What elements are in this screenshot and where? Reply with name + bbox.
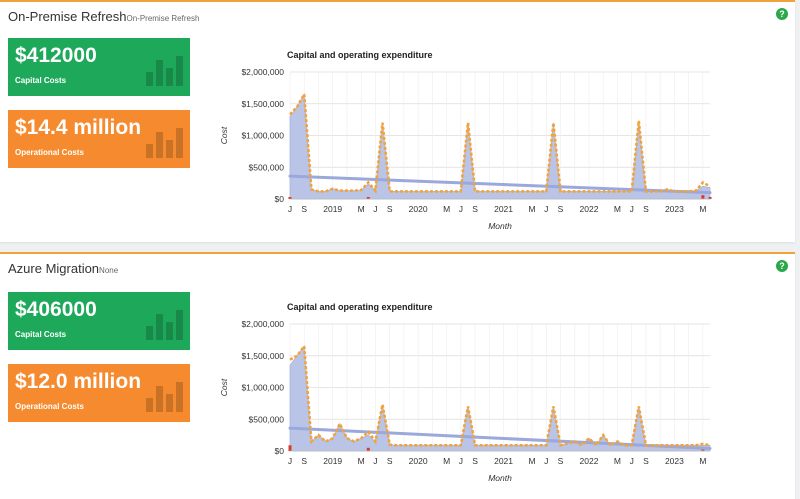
capital-costs-card: $406000 Capital Costs: [8, 292, 190, 350]
x-tick-label: S: [558, 456, 564, 466]
capex-bar: [288, 445, 292, 451]
y-axis-label: Cost: [219, 126, 229, 144]
y-tick-label: $1,000,000: [241, 131, 284, 141]
bar-chart-icon: [146, 310, 183, 340]
panel-azure-migration: Azure MigrationNone ? $406000 Capital Co…: [0, 252, 795, 499]
x-tick-label: M: [614, 456, 621, 466]
opex-area: [289, 345, 711, 452]
operational-costs-label: Operational Costs: [15, 148, 84, 157]
capex-bar: [288, 197, 292, 199]
y-tick-label: $0: [275, 194, 285, 204]
x-tick-label: M: [699, 204, 706, 214]
bar-chart-icon: [146, 56, 183, 86]
y-axis-label: Cost: [219, 378, 229, 396]
bar-chart-icon: [146, 382, 183, 412]
y-tick-label: $1,500,000: [241, 351, 284, 361]
operational-costs-label: Operational Costs: [15, 402, 84, 411]
y-tick-label: $1,000,000: [241, 383, 284, 393]
capex-bar: [366, 447, 370, 451]
capital-costs-card: $412000 Capital Costs: [8, 38, 190, 96]
operational-costs-card: $12.0 million Operational Costs: [8, 364, 190, 422]
x-tick-label: J: [288, 456, 292, 466]
capex-bars: [288, 195, 712, 199]
capex-bar: [708, 197, 712, 199]
y-tick-label: $1,500,000: [241, 99, 284, 109]
x-tick-label: J: [544, 204, 548, 214]
x-tick-label: J: [544, 456, 548, 466]
y-tick-label: $2,000,000: [241, 319, 284, 329]
x-tick-label: M: [614, 204, 621, 214]
help-icon[interactable]: ?: [776, 260, 788, 272]
operational-costs-value: $12.0 million: [15, 370, 142, 393]
total-line: [289, 342, 711, 448]
x-tick-label: 2021: [494, 456, 513, 466]
x-tick-label: M: [528, 204, 535, 214]
total-line: [289, 89, 711, 194]
expenditure-chart: Capital and operating expenditure $0 $500,…: [219, 50, 712, 231]
x-tick-label: 2023: [665, 456, 684, 466]
operational-costs-card: $14.4 million Operational Costs: [8, 110, 190, 168]
x-tick-label: 2022: [580, 204, 599, 214]
trend-line: [288, 426, 712, 450]
x-axis-label: Month: [488, 473, 512, 483]
x-tick-label: J: [373, 204, 377, 214]
x-tick-label: J: [459, 456, 463, 466]
panel-subtitle: None: [99, 266, 119, 275]
bar-chart-icon: [146, 128, 183, 158]
x-axis-label: Month: [488, 221, 512, 231]
capex-bar: [701, 449, 705, 451]
x-tick-label: 2023: [665, 204, 684, 214]
x-tick-label: S: [558, 204, 564, 214]
operational-costs-value: $14.4 million: [15, 116, 142, 139]
panel-title: Azure MigrationNone: [8, 261, 119, 276]
x-tick-label: M: [358, 456, 365, 466]
x-tick-label: J: [630, 456, 634, 466]
x-tick-label: 2020: [409, 456, 428, 466]
x-tick-label: S: [643, 456, 649, 466]
capex-bar: [366, 197, 370, 199]
capital-costs-label: Capital Costs: [15, 76, 67, 85]
x-tick-label: S: [387, 456, 393, 466]
x-tick-label: S: [472, 204, 478, 214]
x-tick-label: S: [643, 204, 649, 214]
panel-title: On-Premise RefreshOn-Premise Refresh: [8, 9, 200, 24]
x-tick-label: M: [443, 204, 450, 214]
x-tick-label: J: [630, 204, 634, 214]
capital-costs-value: $412000: [15, 44, 97, 67]
x-tick-label: S: [387, 204, 393, 214]
y-tick-label: $500,000: [249, 414, 285, 424]
x-tick-label: M: [699, 456, 706, 466]
panel-on-premise-refresh: On-Premise RefreshOn-Premise Refresh ? $…: [0, 0, 795, 242]
capex-bar: [701, 195, 705, 199]
chart-title: Capital and operating expenditure: [287, 302, 433, 312]
x-tick-label: 2022: [580, 456, 599, 466]
x-tick-label: J: [459, 204, 463, 214]
chart-title: Capital and operating expenditure: [287, 50, 433, 60]
x-tick-label: 2019: [323, 456, 342, 466]
x-tick-label: 2019: [323, 204, 342, 214]
y-tick-label: $500,000: [249, 162, 285, 172]
x-tick-label: 2020: [409, 204, 428, 214]
x-tick-label: M: [443, 456, 450, 466]
capital-costs-label: Capital Costs: [15, 330, 67, 339]
y-tick-label: $2,000,000: [241, 67, 284, 77]
expenditure-chart: Capital and operating expenditure $0 $500,…: [219, 302, 712, 483]
x-tick-label: J: [373, 456, 377, 466]
x-tick-label: S: [301, 204, 307, 214]
y-tick-label: $0: [275, 446, 285, 456]
capex-bars: [288, 445, 705, 451]
x-tick-label: S: [472, 456, 478, 466]
grid-vertical: [289, 72, 704, 199]
capital-costs-value: $406000: [15, 298, 97, 321]
panel-subtitle: On-Premise Refresh: [126, 14, 200, 23]
x-tick-label: M: [528, 456, 535, 466]
x-tick-label: S: [301, 456, 307, 466]
help-icon[interactable]: ?: [776, 8, 788, 20]
x-tick-label: J: [288, 204, 292, 214]
x-tick-label: M: [358, 204, 365, 214]
x-tick-label: 2021: [494, 204, 513, 214]
trend-line: [288, 174, 712, 195]
